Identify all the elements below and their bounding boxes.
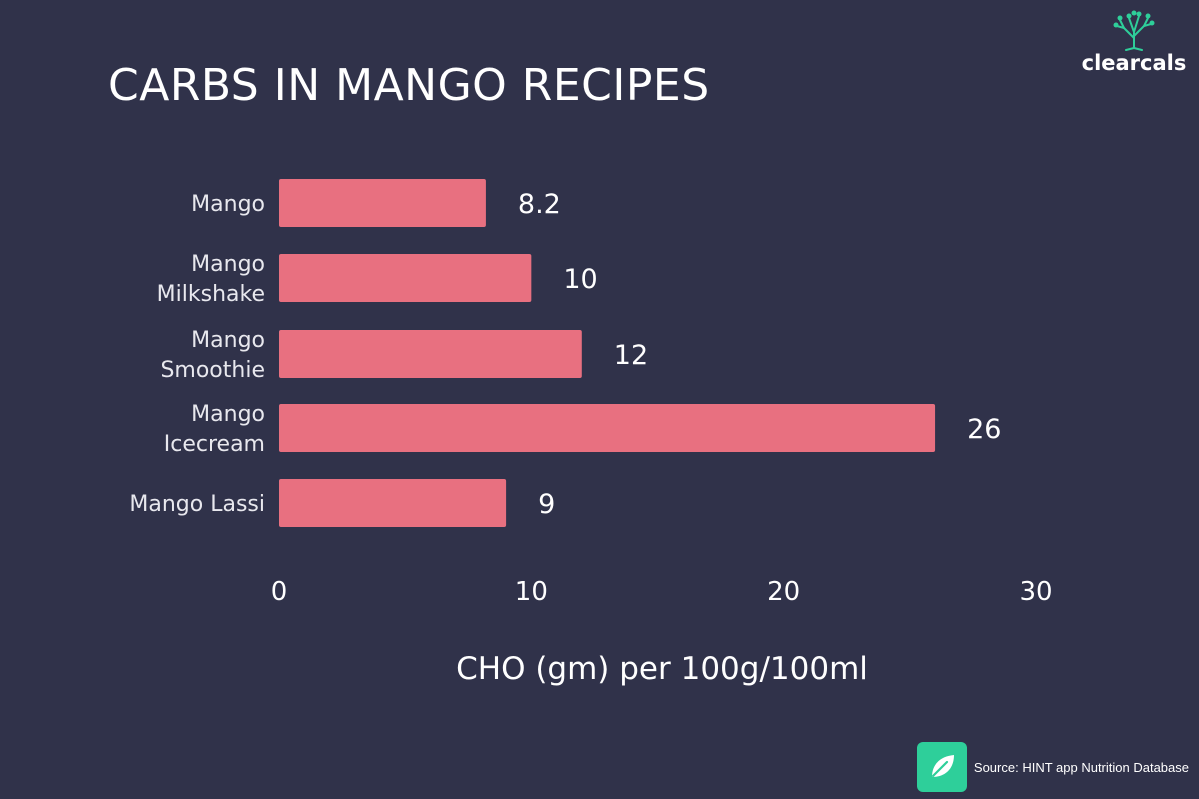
data-label: 9: [538, 489, 555, 520]
tree-icon: [1113, 10, 1155, 51]
category-label: Mango: [191, 192, 265, 217]
category-label: Icecream: [164, 432, 265, 457]
leaf-icon: [916, 742, 967, 792]
bar: [279, 330, 582, 378]
x-tick-label: 10: [515, 577, 548, 607]
category-label: Mango: [191, 402, 265, 427]
category-label: Mango: [191, 328, 265, 353]
data-label: 10: [563, 264, 597, 295]
bar: [279, 179, 486, 227]
category-label: Mango Lassi: [129, 492, 265, 517]
x-axis-label: CHO (gm) per 100g/100ml: [456, 651, 868, 687]
category-label: Milkshake: [157, 282, 265, 307]
chart-title: CARBS IN MANGO RECIPES: [108, 60, 710, 111]
bar: [279, 404, 936, 452]
bar: [279, 479, 507, 527]
source-footer: Source: HINT app Nutrition Database: [916, 741, 1189, 793]
data-label: 26: [967, 414, 1001, 445]
logo-text: clearcals: [1081, 51, 1187, 75]
x-tick-label: 0: [271, 577, 288, 607]
x-tick-label: 20: [767, 577, 800, 607]
data-label: 12: [614, 340, 648, 371]
data-label: 8.2: [518, 189, 561, 220]
bar: [279, 254, 532, 302]
category-label: Smoothie: [160, 358, 265, 383]
category-label: Mango: [191, 252, 265, 277]
x-tick-label: 30: [1019, 577, 1052, 607]
source-text: Source: HINT app Nutrition Database: [973, 759, 1189, 775]
clearcals-logo: clearcals: [1079, 8, 1189, 78]
